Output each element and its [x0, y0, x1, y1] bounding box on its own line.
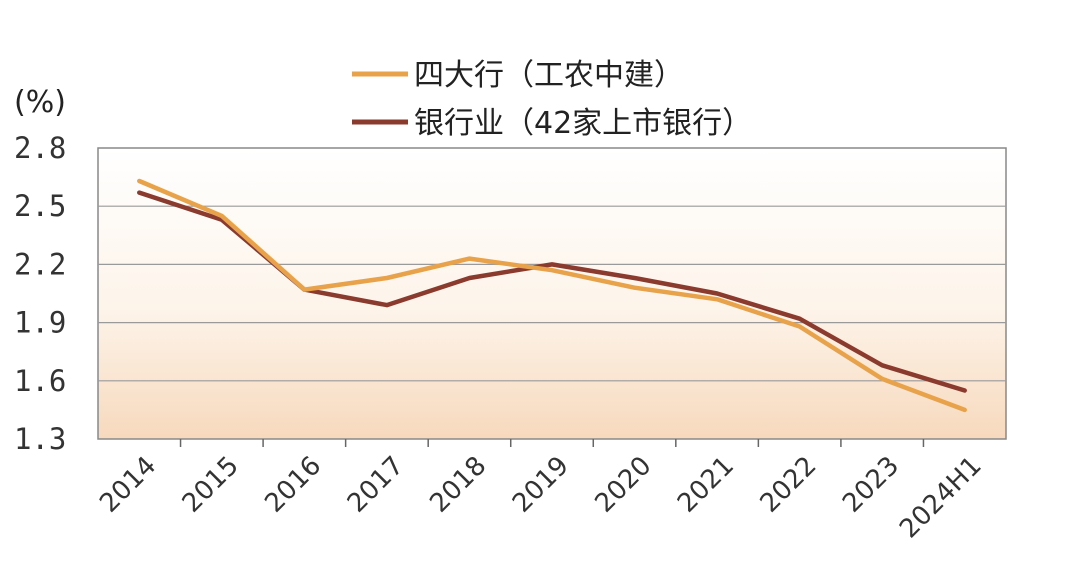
y-tick-label: 2.2 [14, 247, 66, 281]
x-tick-label: 2023 [837, 451, 905, 519]
gridlines [98, 205, 1006, 382]
x-tick-label: 2022 [755, 451, 823, 519]
legend-label-banking-industry: 银行业（42家上市银行） [414, 106, 752, 141]
x-tick-label: 2015 [177, 451, 245, 519]
y-tick-label: 2.5 [14, 189, 66, 223]
series-lines [137, 178, 967, 413]
x-tick-label: 2019 [507, 451, 575, 519]
y-tick-label: 1.9 [14, 306, 66, 340]
y-tick-label: 2.8 [14, 131, 66, 165]
x-tick-label: 2018 [424, 451, 492, 519]
plot-area [97, 147, 1007, 440]
legend: 四大行（工农中建） 银行业（42家上市银行） [352, 58, 752, 141]
x-tick-label: 2017 [342, 451, 410, 519]
x-axis-ticks: 2014 2015 2016 2017 2018 2019 2020 2021 2022 2023… [94, 439, 988, 545]
series-line-big-four [137, 178, 967, 413]
x-tick-label: 2014 [94, 451, 162, 519]
x-tick-label: 2016 [259, 451, 327, 519]
y-tick-label: 1.3 [14, 422, 66, 456]
x-tick-label: 2024H1 [894, 451, 988, 545]
y-tick-label: 1.6 [14, 364, 66, 398]
legend-label-big-four: 四大行（工农中建） [414, 58, 684, 93]
y-axis-unit-label: (%) [14, 85, 66, 120]
y-axis-ticks: 2.8 2.5 2.2 1.9 1.6 1.3 [14, 131, 66, 456]
x-tick-label: 2020 [589, 451, 657, 519]
x-tick-label: 2021 [672, 451, 740, 519]
